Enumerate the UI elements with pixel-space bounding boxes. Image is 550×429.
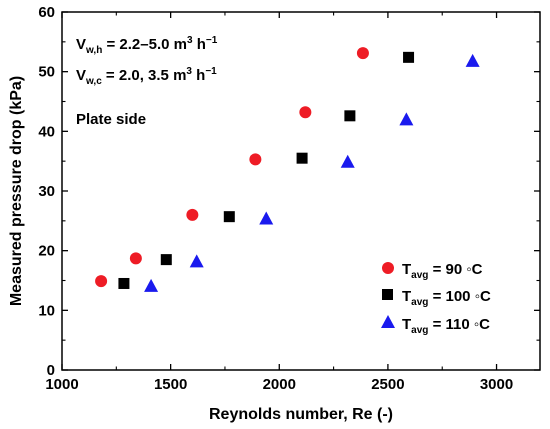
data-point-circle-series-0 bbox=[129, 252, 142, 265]
data-point-square-series-1 bbox=[118, 277, 130, 289]
x-tick-label: 1500 bbox=[154, 376, 187, 393]
x-tick-label: 2000 bbox=[263, 376, 296, 393]
data-point-square-series-1 bbox=[296, 152, 308, 164]
y-tick-label: 40 bbox=[38, 123, 55, 140]
data-point-square-series-1 bbox=[223, 211, 235, 223]
legend-marker-90 bbox=[382, 262, 394, 274]
x-tick-label: 3000 bbox=[480, 376, 513, 393]
data-point-circle-series-0 bbox=[249, 153, 262, 166]
data-point-circle-series-0 bbox=[95, 275, 108, 288]
annotation-plate-side: Plate side bbox=[76, 111, 146, 128]
legend: Tavg = 90 ◦C Tavg = 100 ◦C Tavg = 110 ◦C bbox=[381, 261, 491, 336]
x-tick-label: 2500 bbox=[371, 376, 404, 393]
data-point-triangle-series-2 bbox=[144, 278, 159, 292]
data-point-triangle-series-2 bbox=[259, 211, 274, 225]
data-point-square-series-1 bbox=[403, 51, 415, 63]
data-point-triangle-series-2 bbox=[189, 254, 204, 268]
data-point-circle-series-0 bbox=[186, 208, 199, 221]
y-axis-title: Measured pressure drop (kPa) bbox=[8, 76, 25, 306]
y-tick-label: 10 bbox=[38, 302, 55, 319]
x-tick-label: 1000 bbox=[45, 376, 78, 393]
legend-marker-110 bbox=[381, 315, 395, 328]
legend-marker-100 bbox=[382, 289, 393, 300]
y-tick-label: 20 bbox=[38, 243, 55, 260]
legend-label-110: Tavg = 110 ◦C bbox=[402, 316, 490, 336]
axis-ticks: 1000 1500 2000 2500 3000 0 10 20 30 40 50 60 bbox=[38, 4, 540, 393]
data-point-square-series-1 bbox=[160, 254, 172, 266]
data-point-triangle-series-2 bbox=[340, 154, 355, 168]
y-tick-label: 0 bbox=[47, 362, 55, 379]
data-point-circle-series-0 bbox=[299, 106, 312, 119]
data-points bbox=[95, 47, 480, 292]
data-point-square-series-1 bbox=[344, 110, 356, 122]
y-tick-label: 30 bbox=[38, 183, 55, 200]
data-point-triangle-series-2 bbox=[465, 53, 480, 67]
annotation-flow-cold: Vw,c = 2.0, 3.5 m3 h−1 bbox=[76, 66, 217, 87]
y-tick-label: 50 bbox=[38, 64, 55, 81]
data-point-circle-series-0 bbox=[356, 47, 369, 60]
legend-label-100: Tavg = 100 ◦C bbox=[402, 288, 491, 308]
legend-label-90: Tavg = 90 ◦C bbox=[402, 261, 483, 281]
annotation-flow-hot: Vw,h = 2.2–5.0 m3 h−1 bbox=[76, 35, 218, 56]
y-tick-label: 60 bbox=[38, 4, 55, 21]
data-point-triangle-series-2 bbox=[399, 112, 414, 126]
x-axis-title: Reynolds number, Re (-) bbox=[209, 406, 393, 423]
